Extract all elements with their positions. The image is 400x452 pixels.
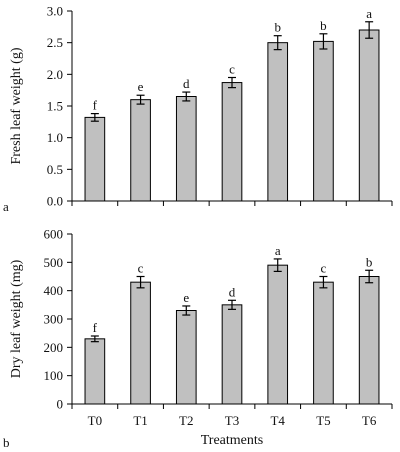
significance-letter: f xyxy=(93,320,98,335)
bar-t6 xyxy=(358,29,380,202)
bar-t5 xyxy=(313,40,334,202)
bar-t4 xyxy=(267,264,289,405)
x-tick-label: T1 xyxy=(133,413,147,428)
y-axis-title: Fresh leaf weight (g) xyxy=(9,47,24,164)
bar-t2 xyxy=(175,96,197,202)
x-tick-label: T6 xyxy=(362,413,377,428)
x-axis-title: Treatments xyxy=(201,433,263,448)
x-tick-label: T2 xyxy=(179,413,193,428)
significance-letter: c xyxy=(229,62,235,77)
bar-t2 xyxy=(175,310,197,405)
y-tick-label: 400 xyxy=(44,283,64,298)
significance-letter: a xyxy=(366,6,372,21)
bar-t0 xyxy=(84,338,106,405)
significance-letter: e xyxy=(138,79,144,94)
bar-t3 xyxy=(221,82,243,202)
x-tick-label: T5 xyxy=(316,413,330,428)
y-tick-label: 600 xyxy=(44,227,64,242)
significance-letter: d xyxy=(229,284,236,299)
bar-t1 xyxy=(130,99,151,202)
significance-letter: c xyxy=(138,261,144,276)
y-tick-label: 1.0 xyxy=(47,130,63,145)
bar-t3 xyxy=(221,304,243,405)
bar-t4 xyxy=(267,42,289,202)
bar-t6 xyxy=(358,276,380,405)
significance-letter: c xyxy=(321,261,327,276)
y-tick-label: 500 xyxy=(44,255,64,270)
y-tick-label: 3.0 xyxy=(47,4,63,19)
significance-letter: a xyxy=(275,243,281,258)
significance-letter: b xyxy=(320,18,327,33)
y-tick-label: 100 xyxy=(44,368,64,383)
bar-t0 xyxy=(84,116,106,202)
x-tick-label: T4 xyxy=(270,413,285,428)
y-tick-label: 1.5 xyxy=(47,99,63,114)
bar-t1 xyxy=(130,281,151,405)
x-tick-label: T3 xyxy=(225,413,239,428)
y-tick-label: 200 xyxy=(44,340,64,355)
y-axis-title: Dry leaf weight (mg) xyxy=(9,259,24,378)
significance-letter: d xyxy=(183,76,190,91)
y-tick-label: 2.5 xyxy=(47,35,63,50)
y-tick-label: 0.5 xyxy=(47,162,63,177)
significance-letter: b xyxy=(366,254,373,269)
panel-label: b xyxy=(3,435,10,450)
significance-letter: e xyxy=(183,290,189,305)
panel-label: a xyxy=(3,199,9,214)
significance-letter: b xyxy=(274,20,281,35)
y-tick-label: 300 xyxy=(44,312,64,327)
y-tick-label: 2.0 xyxy=(47,67,63,82)
bar-t5 xyxy=(313,281,334,405)
significance-letter: f xyxy=(93,98,98,113)
x-tick-label: T0 xyxy=(88,413,102,428)
y-tick-label: 0 xyxy=(57,397,64,412)
y-tick-label: 0.0 xyxy=(47,194,63,209)
